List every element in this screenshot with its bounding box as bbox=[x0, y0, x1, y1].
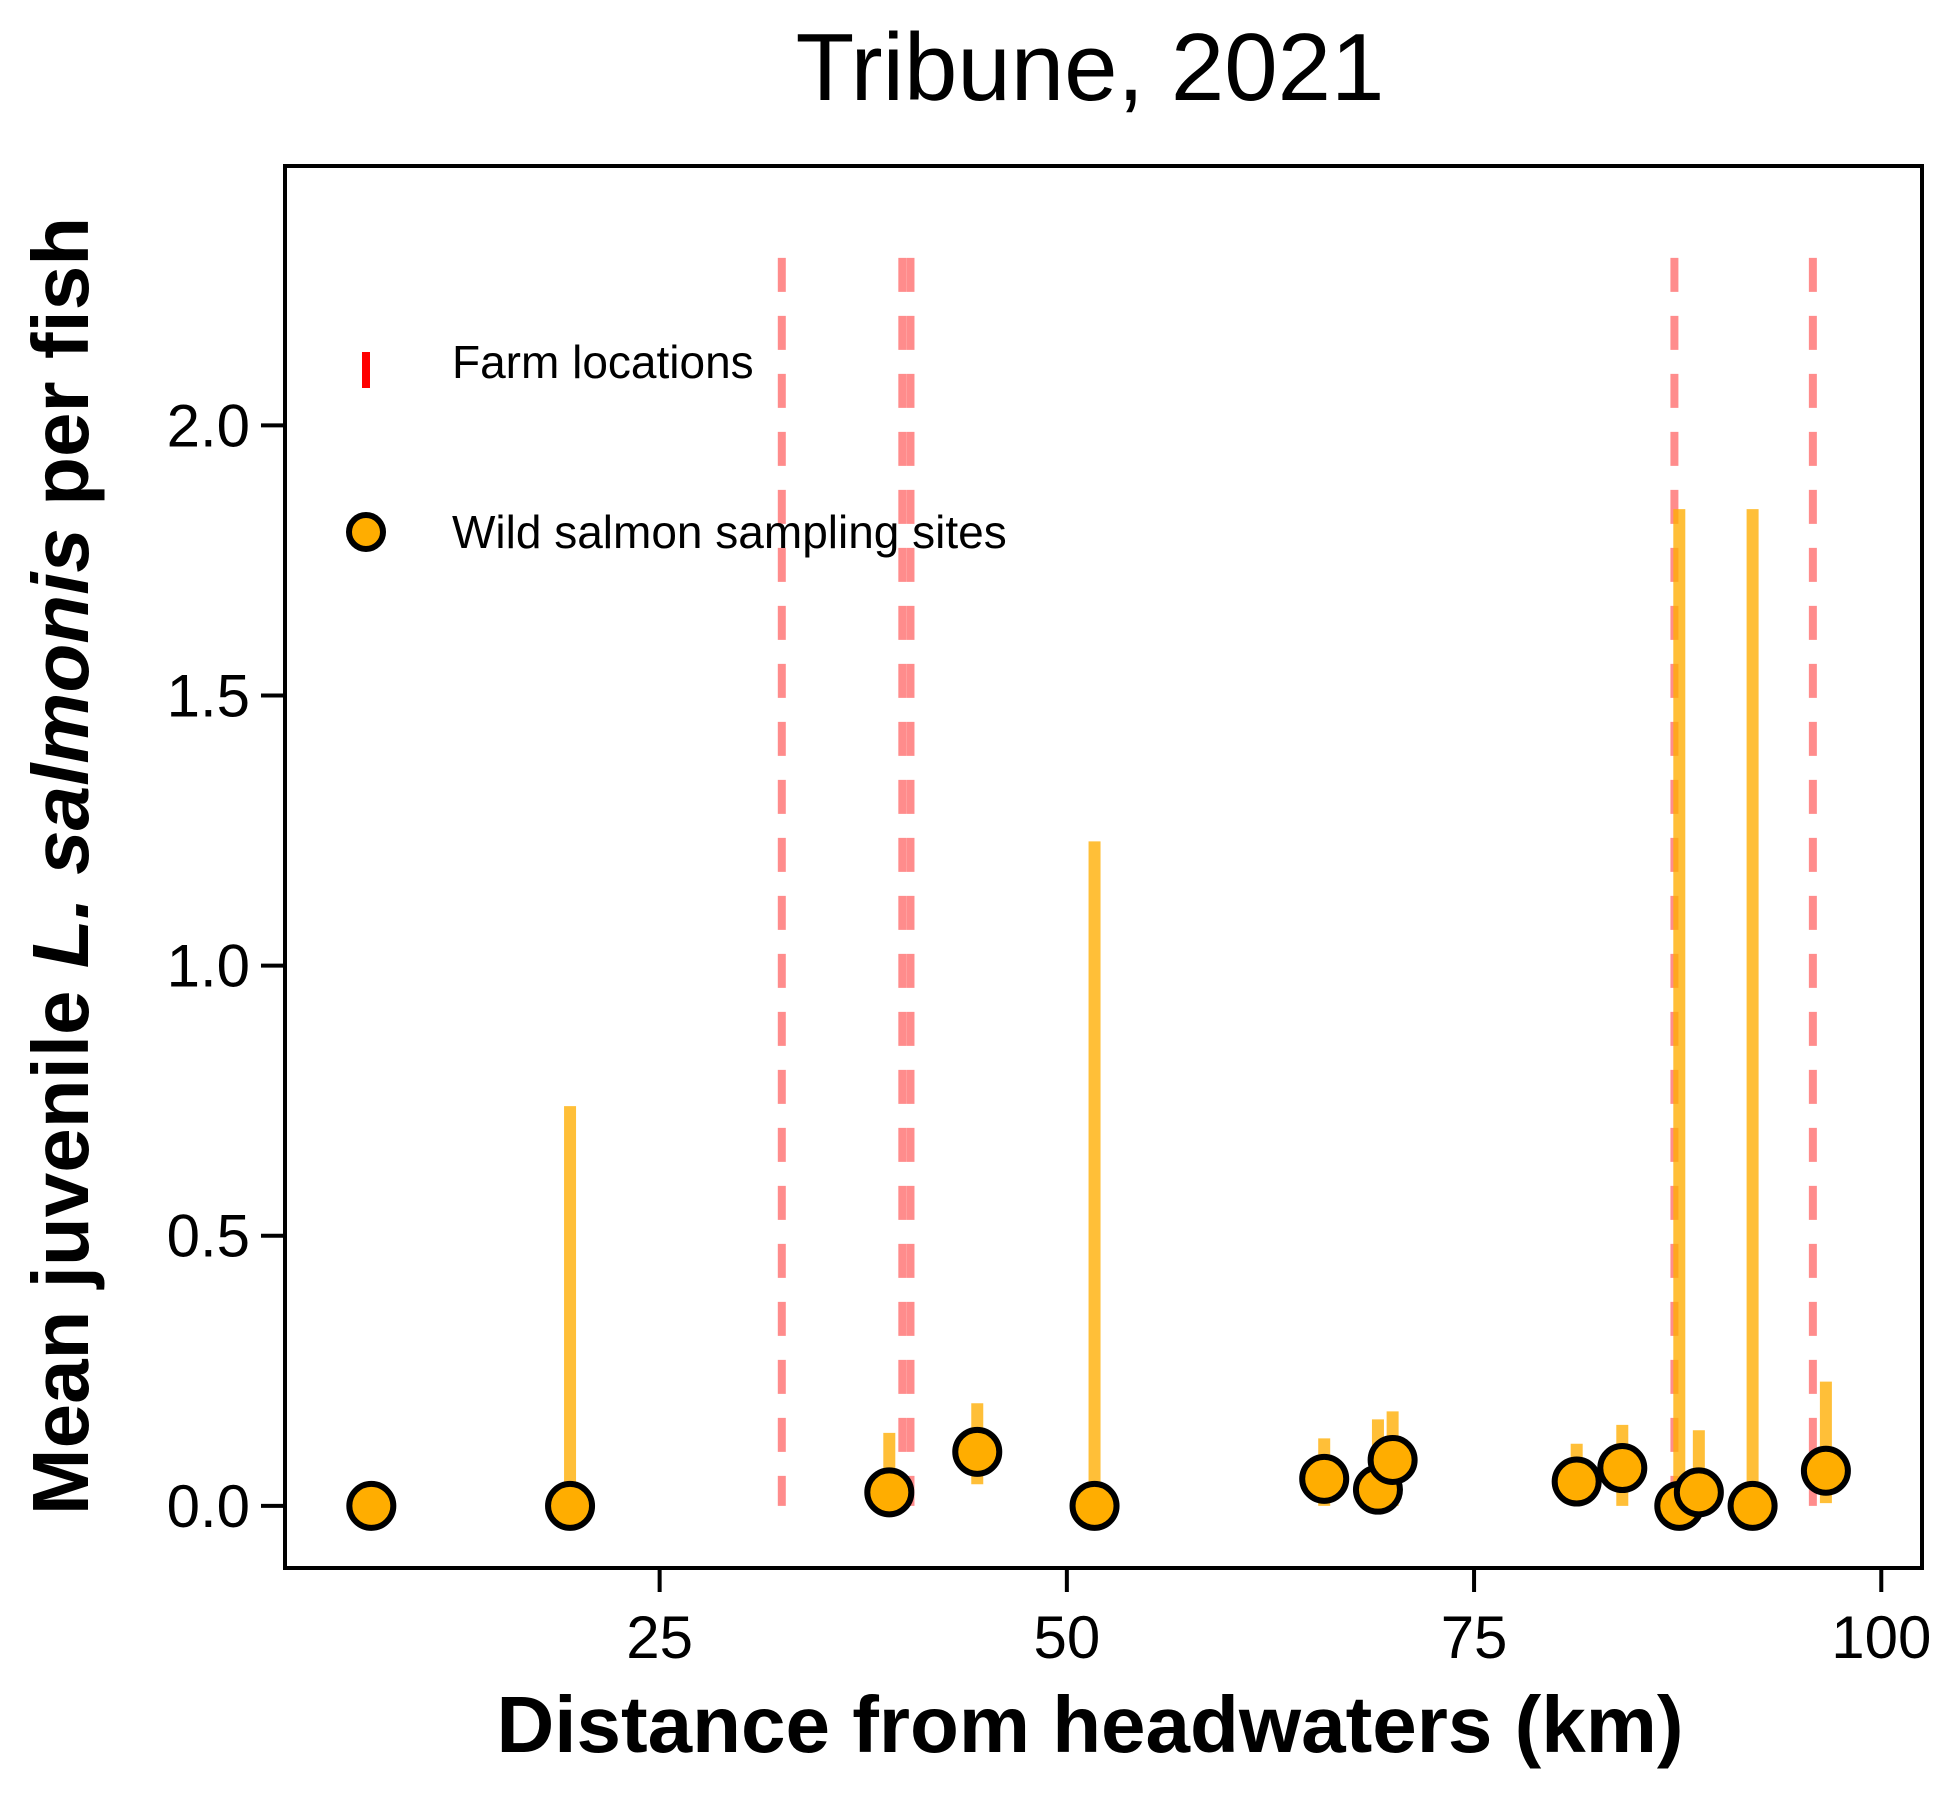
y-tick-label-0.5: 0.5 bbox=[167, 1203, 250, 1270]
x-tick-label-100: 100 bbox=[1831, 1604, 1931, 1671]
data-point-12 bbox=[1673, 1467, 1724, 1518]
y-tick-label-1.5: 1.5 bbox=[167, 662, 250, 729]
data-point-10 bbox=[1597, 1443, 1648, 1494]
data-point-2 bbox=[545, 1480, 596, 1531]
x-tick-label-50: 50 bbox=[1033, 1604, 1100, 1671]
x-tick-label-75: 75 bbox=[1441, 1604, 1508, 1671]
legend-farm-label: Farm locations bbox=[452, 336, 754, 388]
data-point-3 bbox=[864, 1467, 915, 1518]
y-axis-label-prefix: Mean juvenile bbox=[16, 968, 105, 1515]
data-point-8 bbox=[1367, 1434, 1418, 1485]
y-tick-label-2.0: 2.0 bbox=[167, 392, 250, 459]
data-point-6 bbox=[1299, 1453, 1350, 1504]
y-axis-label-suffix: per fish bbox=[16, 217, 105, 528]
y-axis-label-species: L. salmonis bbox=[16, 528, 105, 968]
data-point-13 bbox=[1727, 1480, 1778, 1531]
data-point-5 bbox=[1069, 1480, 1120, 1531]
chart-title: Tribune, 2021 bbox=[796, 14, 1385, 121]
x-axis-label: Distance from headwaters (km) bbox=[496, 1680, 1683, 1769]
data-point-14 bbox=[1800, 1445, 1851, 1496]
y-tick-label-0.0: 0.0 bbox=[167, 1473, 250, 1540]
legend-site-marker bbox=[346, 512, 386, 552]
x-tick-label-25: 25 bbox=[626, 1604, 693, 1671]
legend: Farm locations Wild salmon sampling site… bbox=[346, 336, 1007, 558]
data-point-9 bbox=[1551, 1456, 1602, 1507]
y-axis: 0.0 0.5 1.0 1.5 2.0 bbox=[167, 392, 285, 1540]
y-tick-label-1.0: 1.0 bbox=[167, 933, 250, 1000]
data-point-1 bbox=[346, 1480, 397, 1531]
x-axis: 25 50 75 100 bbox=[626, 1568, 1931, 1671]
data-point-4 bbox=[952, 1426, 1003, 1477]
y-axis-label: Mean juvenile L. salmonis per fish bbox=[16, 217, 105, 1515]
legend-site-label: Wild salmon sampling sites bbox=[452, 506, 1007, 558]
plot-frame bbox=[283, 164, 1924, 1570]
plot-area bbox=[346, 257, 1851, 1531]
